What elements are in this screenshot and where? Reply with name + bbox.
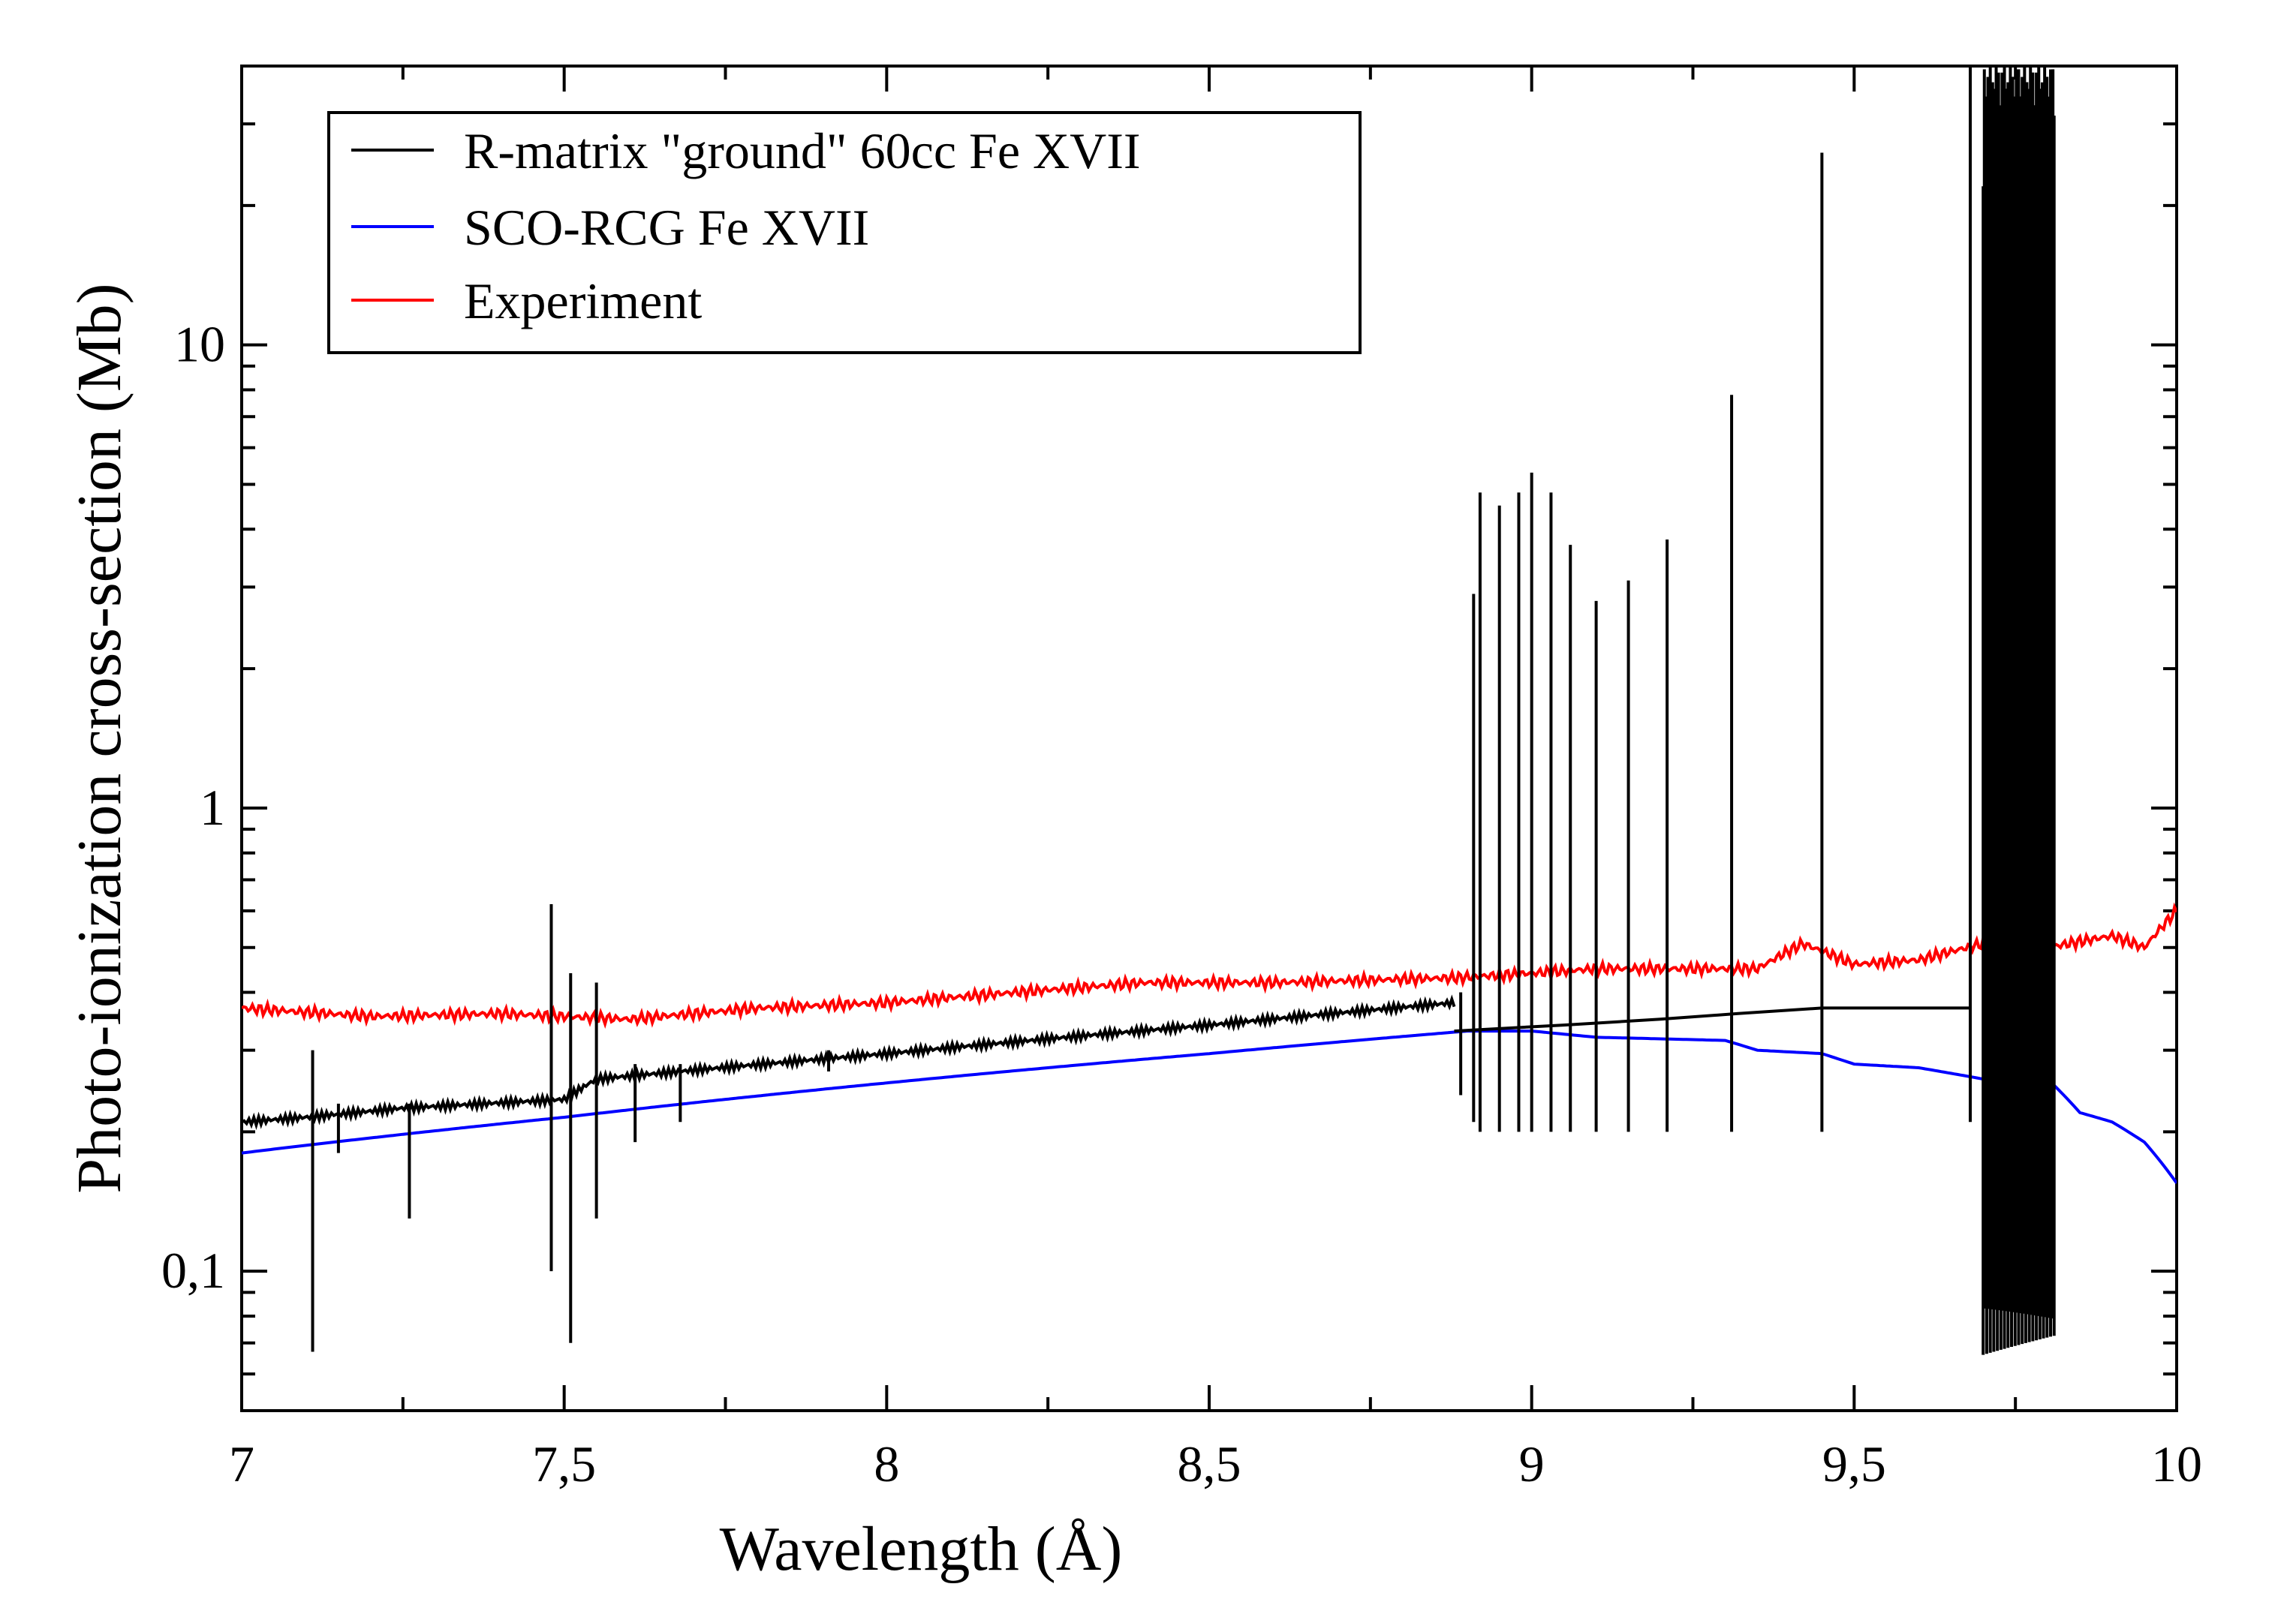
- legend-label-sco-rcg: SCO-RCG Fe XVII: [464, 199, 869, 256]
- x-tick-label: 7: [229, 1435, 254, 1492]
- y-tick-label: 0,1: [161, 1242, 225, 1299]
- series-experiment-line: [242, 902, 2177, 1029]
- series-layer: [242, 66, 2177, 1355]
- series-rmatrix-line: [242, 994, 1456, 1131]
- y-tick-label: 1: [200, 779, 225, 836]
- series-sco-rcg-line: [242, 1029, 2177, 1184]
- axis-ticks: [240, 65, 2178, 1412]
- x-tick-label: 9: [1519, 1435, 1545, 1492]
- legend-label-experiment: Experiment: [464, 272, 702, 329]
- legend-label-rmatrix: R-matrix "ground" 60cc Fe XVII: [464, 122, 1141, 179]
- legend: R-matrix "ground" 60cc Fe XVII SCO-RCG F…: [327, 111, 1362, 354]
- y-tick-labels: 0,1 1 10: [161, 316, 225, 1300]
- series-rmatrix-line-upper: [1454, 1006, 1970, 1033]
- x-tick-label: 7,5: [532, 1435, 596, 1492]
- x-tick-label: 8,5: [1178, 1435, 1241, 1492]
- x-tick-labels: 7 7,5 8 8,5 9 9,5 10: [229, 1435, 2202, 1492]
- x-axis-title: Wavelength (Å): [720, 1514, 1123, 1584]
- y-tick-label: 10: [174, 316, 225, 373]
- legend-box: [327, 111, 1362, 354]
- x-tick-label: 10: [2151, 1435, 2202, 1492]
- x-tick-label: 8: [874, 1435, 899, 1492]
- y-axis-title: Photo-ionization cross-section (Mb): [65, 283, 134, 1193]
- x-tick-label: 9,5: [1822, 1435, 1886, 1492]
